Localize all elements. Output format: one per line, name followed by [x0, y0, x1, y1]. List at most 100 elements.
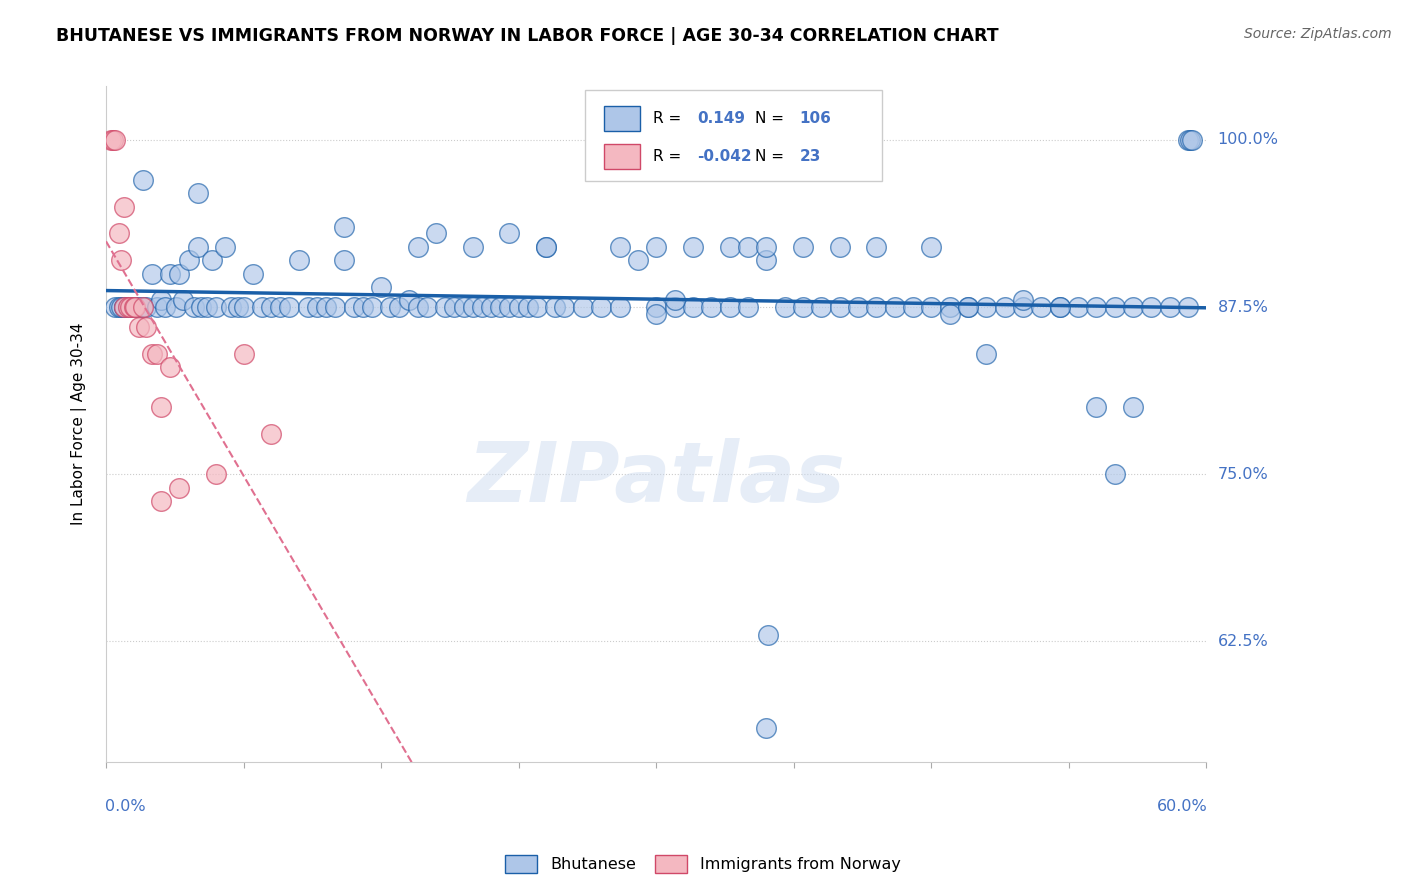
Point [1181, 133, 1204, 147]
Point [100, 133, 122, 147]
Point [498, 300, 520, 314]
Point [755, 253, 778, 268]
Point [406, 300, 429, 314]
Point [131, 300, 153, 314]
Point [792, 240, 814, 254]
Point [865, 300, 887, 314]
Point [112, 200, 135, 214]
Point [159, 267, 181, 281]
Point [956, 300, 979, 314]
Point [434, 300, 457, 314]
Point [526, 300, 548, 314]
Point [287, 253, 309, 268]
Point [128, 300, 150, 314]
Point [883, 300, 905, 314]
Point [828, 240, 851, 254]
Point [508, 300, 530, 314]
Point [104, 133, 127, 147]
Point [305, 300, 328, 314]
Point [150, 494, 173, 508]
Point [956, 300, 979, 314]
Point [205, 467, 228, 482]
Point [1049, 300, 1071, 314]
Point [219, 300, 242, 314]
Point [297, 300, 319, 314]
Point [755, 240, 778, 254]
Point [700, 300, 723, 314]
Text: 60.0%: 60.0% [1157, 799, 1208, 814]
Point [150, 293, 173, 308]
Point [645, 307, 668, 321]
Point [250, 300, 273, 314]
Point [190, 300, 212, 314]
Point [108, 227, 131, 241]
Point [260, 427, 283, 442]
Point [682, 300, 704, 314]
Point [361, 300, 384, 314]
Point [370, 280, 392, 294]
Point [828, 300, 851, 314]
Point [1104, 467, 1126, 482]
Point [609, 300, 631, 314]
Point [994, 300, 1017, 314]
Point [544, 300, 567, 314]
Point [260, 300, 283, 314]
Point [117, 300, 139, 314]
Point [201, 253, 224, 268]
Point [333, 253, 356, 268]
Text: 106: 106 [799, 111, 831, 126]
Point [901, 300, 924, 314]
Point [110, 253, 132, 268]
Point [388, 300, 411, 314]
Point [141, 267, 163, 281]
Point [135, 320, 157, 334]
FancyBboxPatch shape [605, 144, 640, 169]
Point [150, 401, 173, 415]
Point [315, 300, 337, 314]
FancyBboxPatch shape [585, 90, 882, 181]
Point [1177, 133, 1199, 147]
Point [773, 300, 796, 314]
Point [1012, 300, 1035, 314]
Point [1049, 300, 1071, 314]
Point [756, 628, 779, 642]
Point [471, 300, 494, 314]
Point [682, 240, 704, 254]
Point [153, 300, 176, 314]
Point [1012, 293, 1035, 308]
Point [976, 300, 998, 314]
Point [104, 300, 127, 314]
Point [165, 300, 187, 314]
Point [128, 320, 150, 334]
Point [205, 300, 228, 314]
Point [1085, 401, 1108, 415]
Point [159, 360, 181, 375]
Point [380, 300, 402, 314]
Point [920, 240, 942, 254]
Point [591, 300, 613, 314]
Point [755, 722, 778, 736]
Point [122, 300, 145, 314]
Point [737, 300, 759, 314]
Point [461, 240, 484, 254]
Point [645, 300, 668, 314]
Point [398, 293, 420, 308]
Point [572, 300, 595, 314]
Text: 100.0%: 100.0% [1218, 132, 1278, 147]
Text: BHUTANESE VS IMMIGRANTS FROM NORWAY IN LABOR FORCE | AGE 30-34 CORRELATION CHART: BHUTANESE VS IMMIGRANTS FROM NORWAY IN L… [56, 27, 998, 45]
Point [810, 300, 832, 314]
Point [534, 240, 557, 254]
Point [195, 300, 218, 314]
Point [242, 267, 264, 281]
Point [187, 240, 209, 254]
Point [172, 293, 194, 308]
Point [124, 300, 146, 314]
Point [461, 300, 484, 314]
Point [645, 240, 668, 254]
Point [131, 173, 153, 187]
Point [1031, 300, 1053, 314]
Y-axis label: In Labor Force | Age 30-34: In Labor Force | Age 30-34 [72, 323, 87, 525]
Point [498, 227, 520, 241]
Text: 0.0%: 0.0% [105, 799, 145, 814]
Point [718, 240, 741, 254]
